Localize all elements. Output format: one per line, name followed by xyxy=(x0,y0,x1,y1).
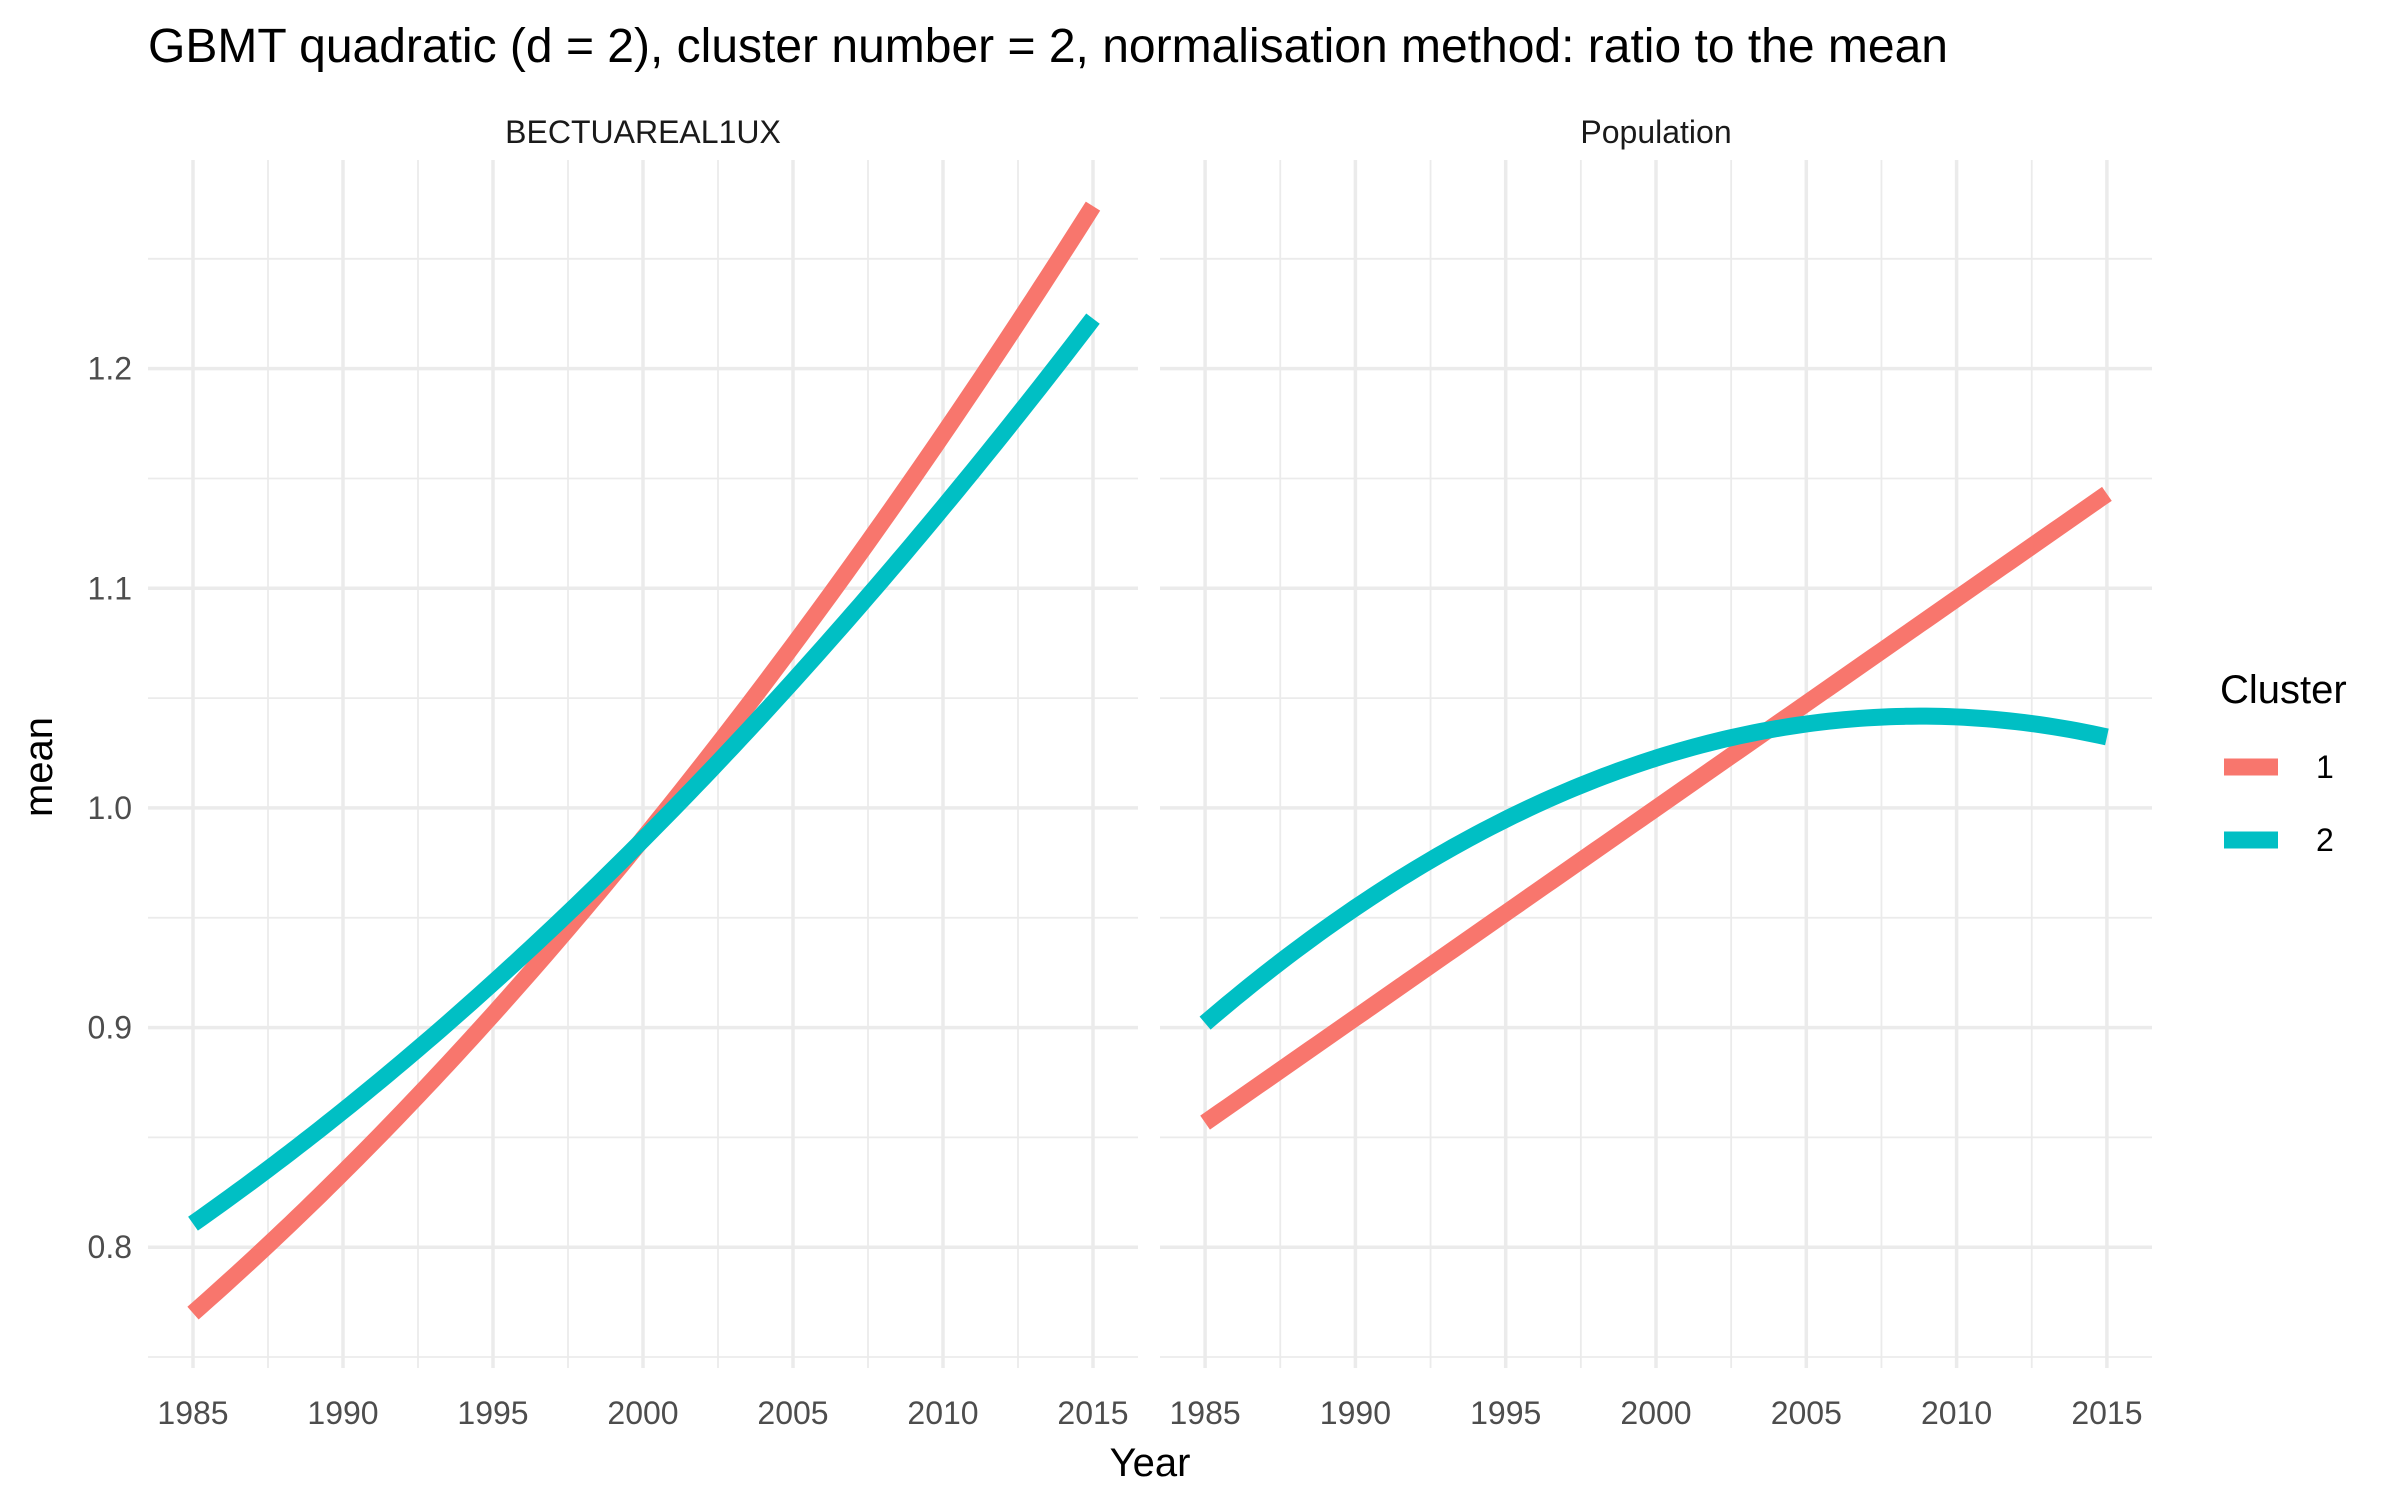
x-tick-label: 2000 xyxy=(1620,1395,1691,1431)
legend-item-1: 1 xyxy=(2224,749,2334,785)
facet-panel-2: Population 1985 1990 1995 2000 2005 2010 2015 xyxy=(1160,114,2152,1431)
x-tick-label: 1985 xyxy=(157,1395,228,1431)
x-axis-title: Year xyxy=(1110,1441,1191,1485)
x-tick-label: 2010 xyxy=(907,1395,978,1431)
chart-title: GBMT quadratic (d = 2), cluster number =… xyxy=(148,20,1948,73)
legend-label-1: 1 xyxy=(2316,749,2334,785)
legend-label-2: 2 xyxy=(2316,822,2334,858)
y-axis: 0.8 0.9 1.0 1.1 1.2 xyxy=(88,351,132,1266)
facet-label-1: BECTUAREAL1UX xyxy=(505,114,781,150)
x-tick-label: 1990 xyxy=(1320,1395,1391,1431)
x-tick-label: 2000 xyxy=(607,1395,678,1431)
legend: Cluster 1 2 xyxy=(2220,668,2347,858)
series-line-cluster-1 xyxy=(1200,486,2112,1130)
x-tick-label: 1990 xyxy=(307,1395,378,1431)
y-tick-label: 1.2 xyxy=(88,351,132,387)
x-tick-label: 2015 xyxy=(2071,1395,2142,1431)
facet-1-series xyxy=(187,201,1101,1320)
facet-label-2: Population xyxy=(1580,114,1731,150)
series-line-cluster-2 xyxy=(1199,707,2109,1030)
series-line-cluster-2 xyxy=(188,313,1100,1231)
facet-1-x-axis: 1985 1990 1995 2000 2005 2010 2015 xyxy=(157,1395,1128,1431)
facet-panel-1: BECTUAREAL1UX 1985 1990 1995 2000 2005 2010 20… xyxy=(148,114,1138,1431)
legend-item-2: 2 xyxy=(2224,822,2334,858)
x-tick-label: 2015 xyxy=(1057,1395,1128,1431)
facet-2-series xyxy=(1199,486,2112,1130)
x-tick-label: 1985 xyxy=(1169,1395,1240,1431)
x-tick-label: 2010 xyxy=(1921,1395,1992,1431)
y-tick-label: 1.0 xyxy=(88,790,132,826)
facet-2-x-axis: 1985 1990 1995 2000 2005 2010 2015 xyxy=(1169,1395,2142,1431)
y-tick-label: 1.1 xyxy=(88,570,132,606)
facet-1-grid xyxy=(148,160,1138,1368)
y-axis-title: mean xyxy=(17,717,61,817)
facet-2-grid xyxy=(1160,160,2152,1368)
y-tick-label: 0.9 xyxy=(88,1010,132,1046)
x-tick-label: 1995 xyxy=(1470,1395,1541,1431)
legend-title: Cluster xyxy=(2220,668,2347,712)
x-tick-label: 2005 xyxy=(1771,1395,1842,1431)
x-tick-label: 2005 xyxy=(757,1395,828,1431)
x-tick-label: 1995 xyxy=(457,1395,528,1431)
y-tick-label: 0.8 xyxy=(88,1229,132,1265)
